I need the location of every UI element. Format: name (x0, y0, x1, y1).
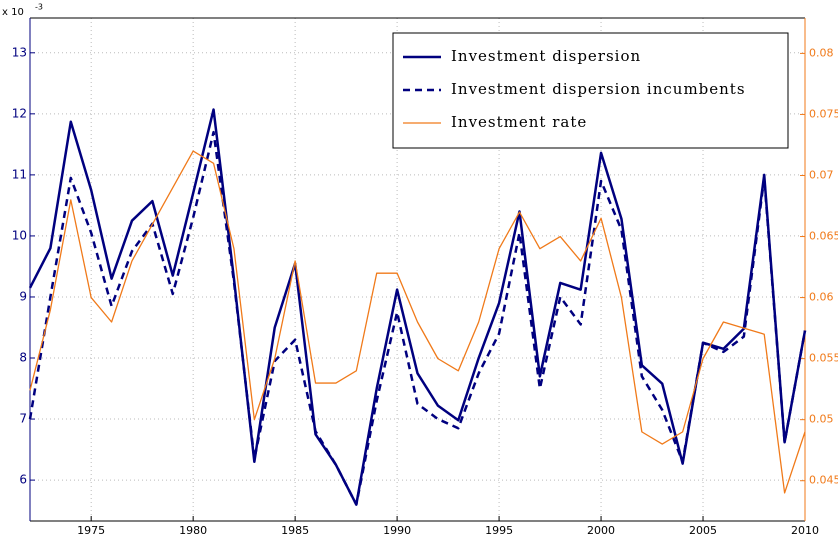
y-tick-label: 11 (12, 167, 27, 181)
y-tick-label: 12 (12, 106, 27, 120)
y-multiplier-exp: -3 (35, 3, 43, 12)
x-tick-label: 1990 (383, 524, 411, 537)
series-line (28, 108, 807, 506)
x-tick-label: 1980 (179, 524, 207, 537)
y2-tick-label: 0.065 (809, 230, 838, 243)
y2-tick-label: 0.08 (809, 46, 834, 59)
series-line (29, 150, 806, 494)
y-tick-label: 9 (19, 289, 27, 303)
legend-label: Investment rate (451, 113, 587, 131)
legend-box (392, 32, 789, 149)
y2-tick-label: 0.075 (809, 107, 838, 120)
y2-tick-label: 0.05 (809, 413, 834, 426)
x-tick-label: 2000 (587, 524, 615, 537)
series-line (28, 130, 807, 506)
y-tick-label: 13 (12, 45, 27, 59)
y-tick-label: 10 (12, 228, 27, 242)
x-tick-label: 1975 (77, 524, 105, 537)
y2-tick-label: 0.045 (809, 474, 838, 487)
y-multiplier: x 10 (2, 7, 24, 18)
x-tick-label: 2010 (791, 524, 819, 537)
x-tick-label: 1995 (485, 524, 513, 537)
y2-tick-label: 0.07 (809, 168, 834, 181)
y-tick-label: 7 (19, 412, 27, 426)
legend-label: Investment dispersion (451, 47, 641, 65)
x-tick-label: 1985 (281, 524, 309, 537)
y2-tick-label: 0.06 (809, 291, 834, 304)
y2-tick-label: 0.055 (809, 352, 838, 365)
y-tick-label: 8 (19, 351, 27, 365)
x-tick-label: 2005 (689, 524, 717, 537)
legend-label: Investment dispersion incumbents (451, 80, 746, 98)
y-tick-label: 6 (19, 473, 27, 487)
